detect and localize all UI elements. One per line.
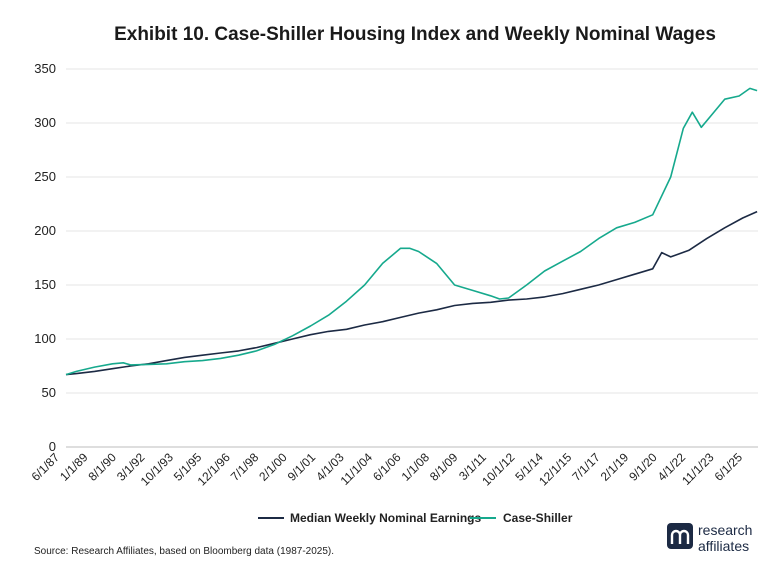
y-axis-ticks: 0 50 100 150 200 250 300 350 xyxy=(34,61,56,454)
x-tick-label: 6/1/25 xyxy=(712,450,746,484)
grid-lines xyxy=(66,68,758,448)
y-tick-label: 300 xyxy=(34,115,56,130)
y-tick-label: 50 xyxy=(42,385,56,400)
chart-title: Exhibit 10. Case-Shiller Housing Index a… xyxy=(114,24,716,45)
series-line-0 xyxy=(65,210,758,376)
x-tick-label: 6/1/06 xyxy=(370,450,404,484)
x-tick-label: 1/1/08 xyxy=(399,450,433,484)
x-tick-label: 11/1/04 xyxy=(338,450,376,488)
x-tick-label: 2/1/19 xyxy=(598,450,632,484)
logo-glyph-icon xyxy=(670,529,690,544)
x-tick-label: 9/1/01 xyxy=(285,450,319,484)
x-tick-label: 11/1/23 xyxy=(679,450,717,488)
y-tick-label: 200 xyxy=(34,223,56,238)
y-tick-label: 350 xyxy=(34,61,56,76)
y-tick-label: 0 xyxy=(49,439,56,454)
y-tick-label: 100 xyxy=(34,331,56,346)
x-tick-label: 9/1/20 xyxy=(626,450,660,484)
legend-label: Median Weekly Nominal Earnings xyxy=(290,511,481,525)
x-axis-ticks: 6/1/871/1/898/1/903/1/9210/1/935/1/9512/… xyxy=(29,450,746,488)
x-tick-label: 6/1/87 xyxy=(29,450,63,484)
x-tick-label: 2/1/00 xyxy=(256,450,290,484)
legend: Median Weekly Nominal Earnings Case-Shill… xyxy=(258,511,573,525)
x-tick-label: 1/1/89 xyxy=(57,450,91,484)
logo-text-line2: affiliates xyxy=(698,538,749,554)
x-tick-label: 12/1/15 xyxy=(536,450,574,488)
x-tick-label: 12/1/96 xyxy=(195,450,233,488)
logo-text-line1: research xyxy=(698,522,752,538)
x-tick-label: 7/1/98 xyxy=(228,450,262,484)
x-tick-label: 7/1/17 xyxy=(569,450,603,484)
y-tick-label: 150 xyxy=(34,277,56,292)
series-line-1 xyxy=(65,87,758,376)
x-tick-label: 10/1/93 xyxy=(138,450,176,488)
source-note: Source: Research Affiliates, based on Bl… xyxy=(34,546,334,557)
x-tick-label: 10/1/12 xyxy=(479,450,517,488)
legend-label: Case-Shiller xyxy=(503,511,573,525)
series-lines xyxy=(65,87,758,376)
x-tick-label: 8/1/09 xyxy=(427,450,461,484)
y-tick-label: 250 xyxy=(34,169,56,184)
research-affiliates-logo: research affiliates xyxy=(667,522,752,554)
x-tick-label: 8/1/90 xyxy=(86,450,120,484)
